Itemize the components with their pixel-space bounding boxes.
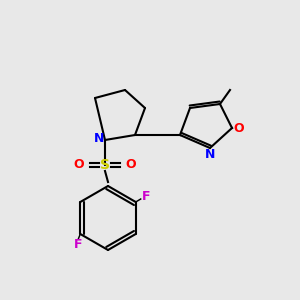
Text: F: F xyxy=(142,190,150,203)
Text: S: S xyxy=(100,158,110,172)
Text: O: O xyxy=(234,122,244,134)
Text: O: O xyxy=(126,158,136,172)
Text: N: N xyxy=(205,148,215,160)
Text: N: N xyxy=(94,131,104,145)
Text: O: O xyxy=(74,158,84,172)
Text: F: F xyxy=(74,238,82,250)
